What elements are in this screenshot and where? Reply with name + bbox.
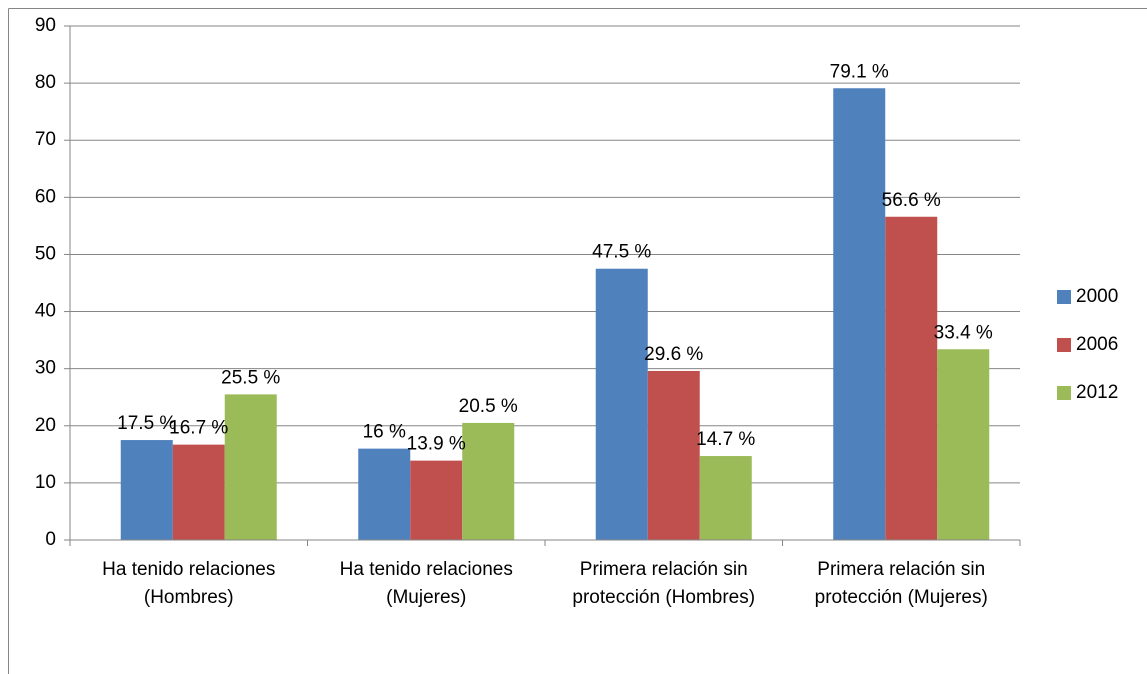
data-label: 16.7 % xyxy=(169,418,228,439)
bar xyxy=(595,268,648,540)
bar xyxy=(358,448,411,540)
data-label: 79.1 % xyxy=(830,61,889,82)
bar xyxy=(937,349,990,540)
y-tick-label: 10 xyxy=(35,472,56,493)
x-tick-label: Primera relación sin protección (Mujeres… xyxy=(814,559,988,608)
y-tick-label: 60 xyxy=(35,186,56,207)
bar xyxy=(172,444,225,540)
data-label: 16 % xyxy=(363,422,406,443)
x-tick-label: Ha tenido relaciones (Mujeres) xyxy=(339,559,513,608)
bar xyxy=(224,394,277,540)
data-label: 14.7 % xyxy=(696,429,755,450)
bar xyxy=(699,456,752,540)
bar xyxy=(462,422,515,540)
data-label: 29.6 % xyxy=(644,344,703,365)
data-label: 56.6 % xyxy=(882,190,941,211)
y-tick-label: 80 xyxy=(35,72,56,93)
bar xyxy=(120,440,173,540)
y-tick-label: 30 xyxy=(35,358,56,379)
bar xyxy=(410,460,463,540)
x-tick-label: Primera relación sin protección (Hombres… xyxy=(572,559,756,608)
data-label: 25.5 % xyxy=(221,367,280,388)
x-tick-label: Ha tenido relaciones (Hombres) xyxy=(102,559,276,608)
legend-swatch xyxy=(1057,386,1071,400)
bar xyxy=(885,216,938,541)
y-tick-label: 20 xyxy=(35,415,56,436)
y-tick-label: 0 xyxy=(45,529,56,550)
legend-label: 2012 xyxy=(1076,382,1118,403)
y-tick-label: 40 xyxy=(35,301,56,322)
legend-swatch xyxy=(1057,338,1071,352)
y-tick-label: 90 xyxy=(35,15,56,36)
y-tick-label: 50 xyxy=(35,243,56,264)
data-label: 20.5 % xyxy=(459,396,518,417)
y-tick-label: 70 xyxy=(35,129,56,150)
legend-swatch xyxy=(1057,290,1071,304)
data-label: 33.4 % xyxy=(934,322,993,343)
data-label: 47.5 % xyxy=(592,242,651,263)
legend-label: 2000 xyxy=(1076,286,1118,307)
data-label: 17.5 % xyxy=(117,413,176,434)
bar xyxy=(647,370,700,540)
data-label: 13.9 % xyxy=(407,434,466,455)
legend-label: 2006 xyxy=(1076,334,1118,355)
bar xyxy=(833,88,886,541)
